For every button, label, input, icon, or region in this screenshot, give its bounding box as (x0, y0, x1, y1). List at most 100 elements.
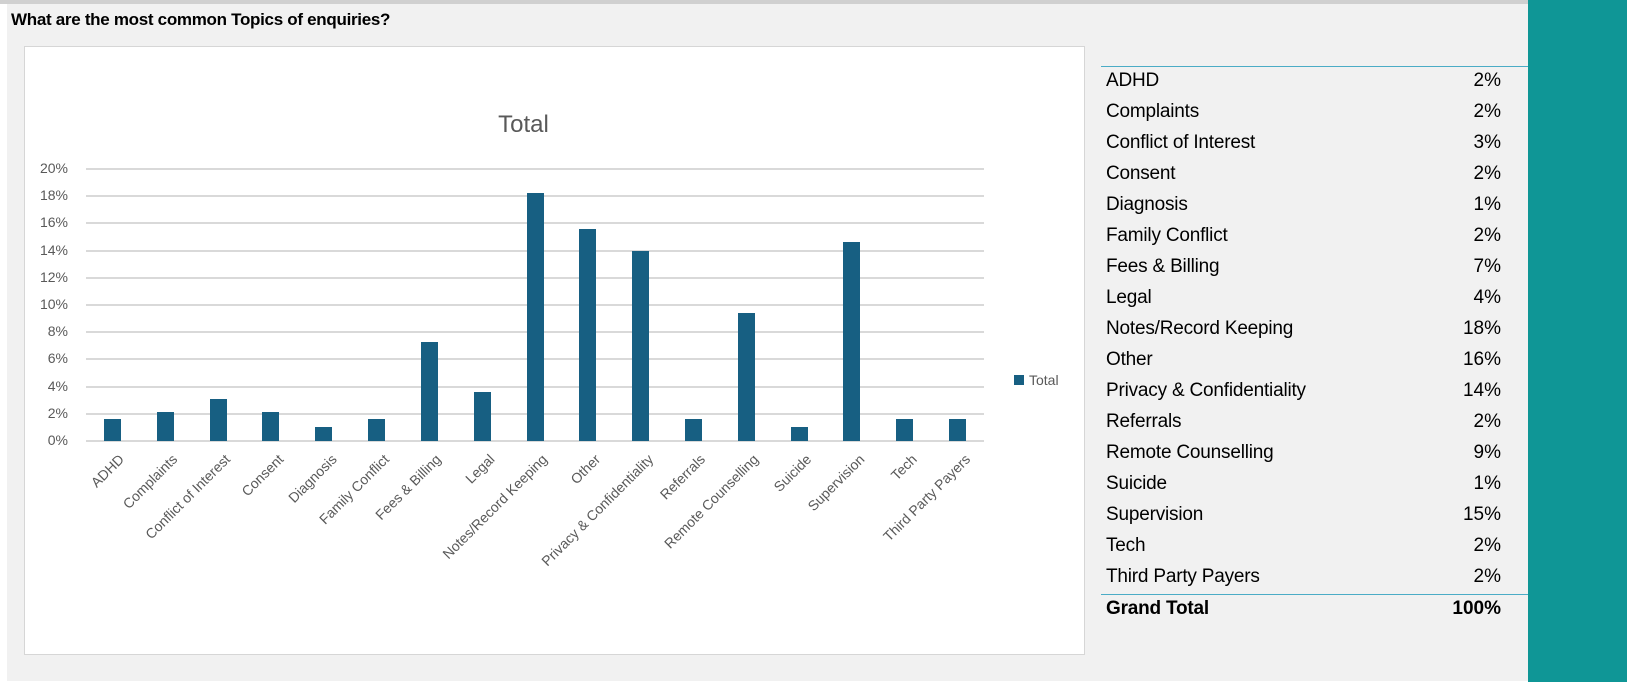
pivot-row[interactable]: Conflict of Interest 3% (1101, 129, 1528, 160)
row-label: Diagnosis (1106, 194, 1188, 215)
y-axis-tick-label: 2% (47, 404, 68, 421)
x-axis-tick-label: ADHD (88, 451, 128, 491)
row-value: 18% (1462, 318, 1501, 339)
bar-remote-counselling[interactable] (737, 313, 755, 441)
row-label: Notes/Record Keeping (1106, 318, 1294, 339)
row-value: 14% (1462, 380, 1501, 401)
pivot-row[interactable]: Suicide 1% (1101, 470, 1528, 501)
y-axis-tick-label: 0% (47, 432, 68, 448)
legend-swatch-icon (1014, 375, 1024, 385)
bar-referrals[interactable] (684, 419, 702, 441)
chart-title-text: Total (498, 111, 549, 138)
bar-fees-billing[interactable] (420, 341, 438, 441)
pivot-row[interactable]: Other 16% (1101, 346, 1528, 377)
bar-family-conflict[interactable] (368, 419, 386, 441)
x-axis-tick-label: Legal (462, 451, 498, 487)
pivot-row[interactable]: Diagnosis 1% (1101, 191, 1528, 222)
row-value: 15% (1462, 504, 1501, 525)
bar-suicide[interactable] (790, 427, 808, 441)
y-axis-tick-label: 12% (39, 268, 68, 285)
y-axis-tick-label: 10% (39, 296, 68, 312)
accent-side-panel (1528, 0, 1627, 682)
gridline (86, 168, 984, 170)
row-label: Fees & Billing (1106, 256, 1220, 277)
chart-legend: Total (1014, 372, 1059, 388)
row-value: 2% (1473, 566, 1501, 587)
row-value: 1% (1473, 194, 1501, 215)
bar-consent[interactable] (262, 412, 280, 441)
pivot-grand-total-row[interactable]: Grand Total 100% (1101, 594, 1528, 626)
row-label: Consent (1106, 163, 1176, 184)
bar-complaints[interactable] (156, 412, 174, 441)
row-label: Family Conflict (1106, 225, 1228, 246)
row-label: Third Party Payers (1106, 566, 1260, 587)
pivot-row[interactable]: Consent 2% (1101, 160, 1528, 191)
chart-title: Total (24, 111, 1083, 139)
row-label: Grand Total (1106, 598, 1210, 619)
y-axis-tick-label: 18% (39, 187, 68, 204)
bar-adhd[interactable] (103, 419, 121, 441)
top-border (0, 0, 1528, 4)
x-axis-tick-label: Other (567, 451, 604, 488)
pivot-row[interactable]: Notes/Record Keeping 18% (1101, 315, 1528, 346)
x-axis-tick-label: Tech (887, 451, 920, 484)
x-axis-tick-label: Referrals (657, 451, 709, 503)
legend-label: Total (1029, 372, 1059, 388)
y-axis-tick-label: 6% (47, 350, 68, 367)
row-value: 16% (1462, 349, 1501, 370)
bar-chart[interactable]: Total Total 0% 2% 4% 6% 8% 10% 12% 14% 16% 18% 20%… (24, 46, 1085, 655)
row-label: ADHD (1106, 70, 1160, 91)
pivot-row[interactable]: Third Party Payers 2% (1101, 563, 1528, 594)
pivot-row[interactable]: Tech 2% (1101, 532, 1528, 563)
row-label: Remote Counselling (1106, 442, 1274, 463)
pivot-row[interactable]: Remote Counselling 9% (1101, 439, 1528, 470)
x-axis-tick-label: Diagnosis (284, 451, 340, 506)
row-value: 3% (1473, 132, 1501, 153)
y-axis-tick-label: 8% (47, 323, 68, 340)
x-axis-tick-label: Suicide (770, 451, 815, 495)
bar-third-party-payers[interactable] (949, 419, 967, 441)
row-value: 100% (1452, 598, 1501, 619)
x-axis-tick-label: Consent (238, 451, 287, 500)
row-label: Conflict of Interest (1106, 132, 1256, 153)
row-value: 7% (1473, 256, 1501, 277)
pivot-row[interactable]: Supervision 15% (1101, 501, 1528, 532)
pivot-row[interactable]: ADHD 2% (1101, 66, 1528, 98)
y-axis-tick-label: 20% (39, 160, 68, 176)
row-label: Other (1106, 349, 1153, 370)
x-axis-tick-label: Remote Counselling (661, 451, 762, 552)
bar-notes-record-keeping[interactable] (526, 193, 544, 441)
pivot-row[interactable]: Referrals 2% (1101, 408, 1528, 439)
row-value: 2% (1473, 70, 1501, 91)
row-label: Privacy & Confidentiality (1106, 380, 1306, 401)
row-label: Supervision (1106, 504, 1204, 525)
bar-diagnosis[interactable] (315, 427, 333, 441)
pivot-row[interactable]: Family Conflict 2% (1101, 222, 1528, 253)
pivot-row[interactable]: Fees & Billing 7% (1101, 253, 1528, 284)
row-value: 2% (1473, 163, 1501, 184)
row-label: Complaints (1106, 101, 1200, 122)
pivot-row[interactable]: Privacy & Confidentiality 14% (1101, 377, 1528, 408)
y-axis-tick-label: 16% (39, 214, 68, 231)
bar-supervision[interactable] (843, 242, 861, 441)
bar-legal[interactable] (473, 392, 491, 441)
pivot-table: ADHD 2% Complaints 2% Conflict of Interest 3%… (1101, 66, 1528, 626)
row-value: 9% (1473, 442, 1501, 463)
x-axis-tick-label: Notes/Record Keeping (439, 451, 551, 562)
bar-tech[interactable] (896, 419, 914, 441)
row-value: 2% (1473, 101, 1501, 122)
pivot-row[interactable]: Legal 4% (1101, 284, 1528, 315)
pivot-row[interactable]: Complaints 2% (1101, 98, 1528, 129)
row-value: 1% (1473, 473, 1501, 494)
row-value: 2% (1473, 225, 1501, 246)
row-value: 2% (1473, 535, 1501, 556)
bar-other[interactable] (579, 228, 597, 441)
y-axis-tick-label: 14% (39, 241, 68, 258)
row-value: 2% (1473, 411, 1501, 432)
bar-conflict-of-interest[interactable] (209, 398, 227, 441)
row-label: Legal (1106, 287, 1152, 308)
row-label: Suicide (1106, 473, 1167, 494)
row-label: Tech (1106, 535, 1146, 556)
row-value: 4% (1473, 287, 1501, 308)
bar-privacy-confidentiality[interactable] (632, 250, 650, 441)
